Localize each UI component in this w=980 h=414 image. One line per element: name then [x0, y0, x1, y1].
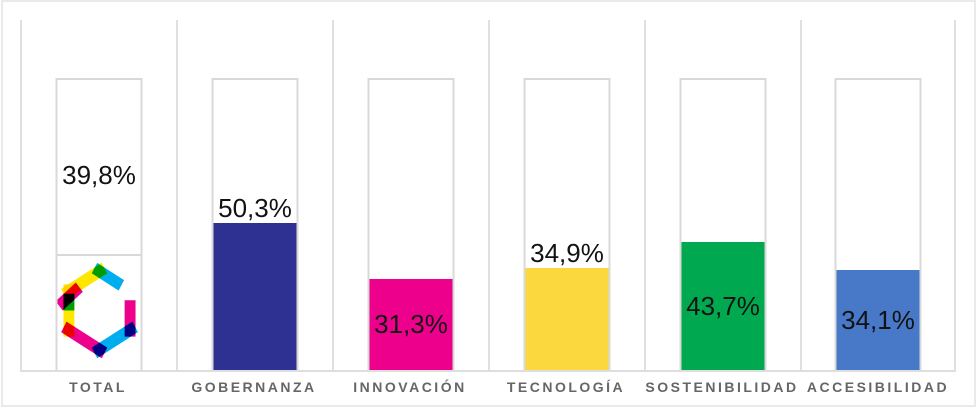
value-label: 43,7% — [686, 291, 760, 321]
category-column: 34,1% — [800, 20, 956, 370]
value-label: 31,3% — [374, 309, 448, 339]
category-labels-row: TOTAL GOBERNANZA INNOVACIÓN TECNOLOGÍA S… — [20, 379, 956, 395]
brand-logo-icon — [57, 262, 138, 359]
value-label: 34,9% — [530, 238, 604, 268]
category-label: TECNOLOGÍA — [506, 379, 626, 395]
category-column: 34,9% — [488, 20, 644, 370]
bar-outline: 39,8% — [55, 78, 143, 370]
value-label: 39,8% — [62, 160, 136, 190]
bar-outline: 50,3% — [211, 78, 299, 370]
bar-fill — [525, 268, 609, 370]
category-column: 43,7% — [644, 20, 800, 370]
category-column: 39,8% — [20, 20, 176, 370]
value-label: 34,1% — [841, 305, 915, 335]
value-label: 50,3% — [218, 193, 292, 223]
bar-outline: 43,7% — [679, 78, 767, 370]
category-label: SOSTENIBILIDAD — [645, 379, 799, 395]
category-label: ACCESIBILIDAD — [806, 379, 950, 395]
category-label: GOBERNANZA — [191, 379, 317, 395]
bar-fill — [369, 279, 453, 370]
category-column: 31,3% — [332, 20, 488, 370]
bar-fill — [57, 254, 141, 370]
category-column: 50,3% — [176, 20, 332, 370]
bar-outline: 34,1% — [834, 78, 922, 370]
bar-fill — [836, 270, 920, 370]
bar-outline: 31,3% — [367, 78, 455, 370]
category-label: INNOVACIÓN — [353, 379, 467, 395]
plot-area: 39,8% 50,3% 31,3% 34,9% 43,7% 34,1% — [20, 20, 956, 372]
bar-fill — [681, 242, 765, 370]
category-label: TOTAL — [69, 379, 127, 395]
bar-outline: 34,9% — [523, 78, 611, 370]
bar-fill — [213, 223, 297, 370]
